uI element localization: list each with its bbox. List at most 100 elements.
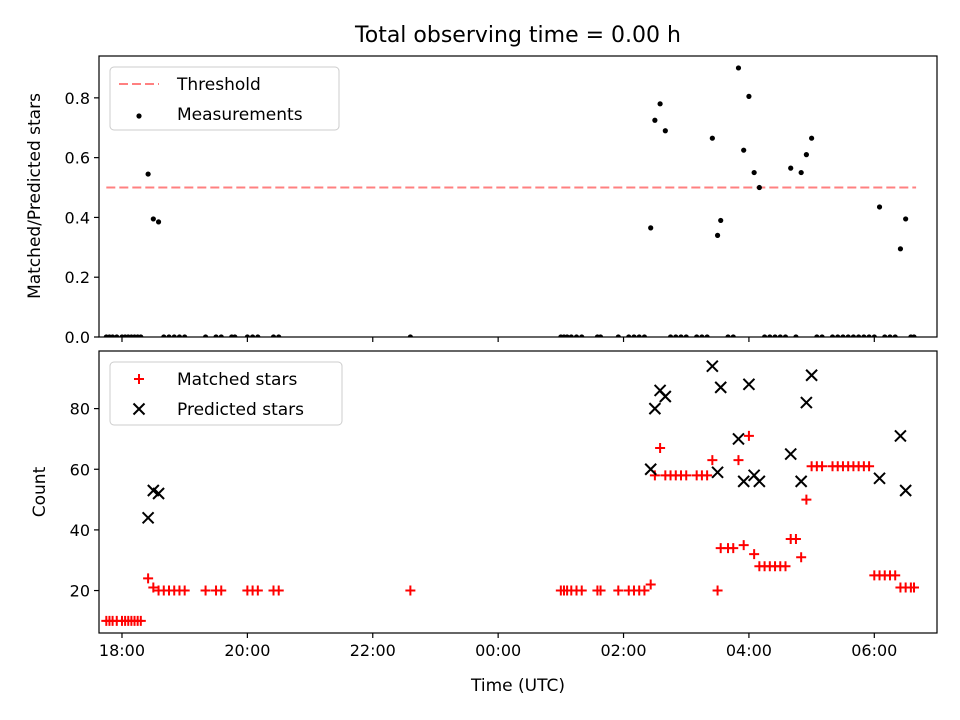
data-point <box>819 334 825 337</box>
data-point <box>568 334 574 337</box>
data-point <box>678 334 684 337</box>
data-point <box>756 184 762 191</box>
data-point <box>648 225 654 231</box>
y-tick-label: 80 <box>70 400 90 419</box>
data-point <box>597 334 604 337</box>
legend-label: Measurements <box>177 105 303 125</box>
data-point <box>667 334 674 337</box>
data-point <box>712 585 723 596</box>
data-point <box>800 396 813 409</box>
data-point <box>840 334 846 337</box>
y-tick-label: 60 <box>70 460 90 479</box>
data-point <box>694 334 700 337</box>
data-point <box>704 334 710 337</box>
data-point <box>749 549 760 560</box>
data-point <box>735 65 742 71</box>
data-point <box>652 117 658 123</box>
data-point <box>683 334 689 337</box>
data-point <box>714 232 721 238</box>
data-point <box>576 585 587 596</box>
data-point <box>809 135 815 141</box>
data-point <box>728 543 739 554</box>
data-point <box>595 585 606 596</box>
top-series-measurements <box>103 65 917 337</box>
data-point <box>166 334 172 337</box>
data-point <box>706 359 719 373</box>
data-point <box>171 334 177 337</box>
data-point <box>673 334 679 337</box>
data-point <box>662 128 668 134</box>
x-tick-label: 06:00 <box>851 641 897 660</box>
data-point <box>911 334 917 337</box>
data-point <box>753 475 766 488</box>
chart-title: Total observing time = 0.00 h <box>354 23 681 48</box>
data-point <box>255 334 261 337</box>
data-point <box>861 334 867 337</box>
data-point <box>782 334 789 337</box>
data-point <box>788 165 794 171</box>
data-point <box>897 246 904 252</box>
data-point <box>148 582 159 593</box>
data-point <box>714 381 727 394</box>
bottom-plot-area <box>101 359 920 626</box>
data-point <box>746 93 752 99</box>
bottom-axes-frame <box>98 350 938 634</box>
data-point <box>871 334 877 337</box>
data-point <box>798 169 804 176</box>
data-point <box>657 101 663 107</box>
bottom-legend: Matched stars Predicted stars <box>109 361 343 426</box>
legend-marker <box>134 374 144 384</box>
data-point <box>835 334 841 337</box>
data-point <box>790 534 801 544</box>
data-point <box>579 334 585 337</box>
data-point <box>232 334 238 337</box>
data-point <box>244 334 250 337</box>
data-point <box>631 334 637 337</box>
data-point <box>407 334 413 337</box>
data-point <box>894 429 907 443</box>
data-point <box>659 390 672 403</box>
data-point <box>772 334 778 337</box>
data-point <box>784 447 797 461</box>
data-point <box>641 334 648 337</box>
legend-marker <box>136 113 142 119</box>
data-point <box>202 334 209 337</box>
x-tick-label: 04:00 <box>726 641 772 660</box>
legend-label: Threshold <box>176 75 261 95</box>
data-point <box>767 334 773 337</box>
data-point <box>143 573 154 584</box>
bottom-y-axis-label: Count <box>30 466 50 517</box>
data-point <box>845 334 851 337</box>
x-tick-label: 02:00 <box>600 641 646 660</box>
legend-label: Matched stars <box>177 370 297 390</box>
data-point <box>114 334 120 337</box>
bottom-series-matched-stars <box>101 430 920 626</box>
y-tick-label: 40 <box>70 521 90 540</box>
data-point <box>733 455 744 466</box>
data-point <box>814 334 820 337</box>
x-tick-label: 20:00 <box>224 641 270 660</box>
data-point <box>856 334 862 337</box>
top-y-axis-label: Matched/Predicted stars <box>25 93 45 299</box>
top-panel: 0.0 0.2 0.4 0.6 0.8 Threshold Measurements <box>65 55 938 347</box>
bottom-series-predicted-stars <box>141 359 912 524</box>
data-point <box>138 334 144 337</box>
data-point <box>141 511 155 524</box>
data-point <box>145 171 151 177</box>
data-point <box>179 585 190 596</box>
data-point <box>882 334 888 337</box>
data-point <box>213 334 219 337</box>
data-point <box>801 494 812 505</box>
data-point <box>718 217 724 224</box>
data-point <box>850 334 857 337</box>
data-point <box>405 585 416 596</box>
top-plot-area <box>103 65 917 337</box>
data-point <box>135 615 146 626</box>
data-point <box>648 402 662 415</box>
data-point <box>707 455 718 466</box>
data-point <box>644 463 657 476</box>
legend-label: Predicted stars <box>177 400 304 420</box>
y-tick-label: 20 <box>70 582 90 601</box>
data-point <box>155 219 162 225</box>
